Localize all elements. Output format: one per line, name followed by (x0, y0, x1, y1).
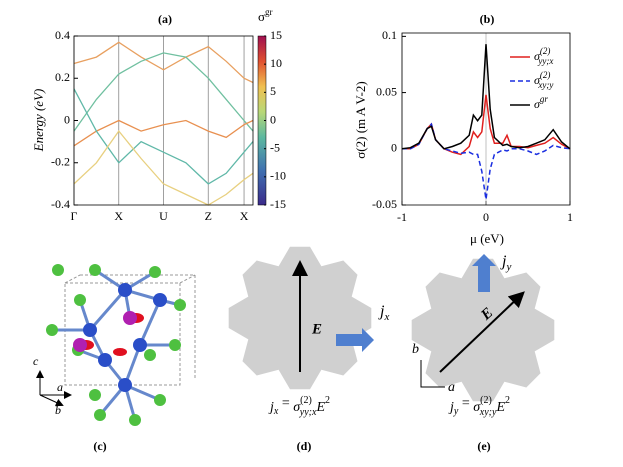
series-line (401, 44, 571, 150)
band-line (73, 130, 254, 206)
panel-label: (a) (158, 12, 172, 26)
colorbar-symbol: σ (258, 9, 265, 24)
equation-part: E (495, 400, 505, 415)
current-label: jx (378, 303, 389, 323)
axis-label: b (55, 403, 61, 417)
equation-part: j (448, 400, 454, 415)
y-tick-label: -0.4 (51, 197, 70, 211)
legend-label: σ(2) xy;y (534, 70, 553, 90)
equation-part: 2 (505, 395, 510, 406)
equation-part: yy;x (299, 407, 317, 418)
x-tick-label: 0 (483, 210, 489, 224)
equation-part: = (278, 396, 293, 411)
band-line (73, 119, 254, 147)
band-line (73, 41, 254, 84)
x-tick-label: 1 (567, 210, 573, 224)
axes-triad (36, 370, 72, 407)
legend-superscript: (2) (540, 46, 551, 56)
crystal-structure (46, 264, 196, 426)
legend-symbol: σ (534, 49, 541, 63)
equation-part: 2 (325, 395, 330, 406)
equation: jy = σ(2) xy;yE2 (448, 395, 510, 418)
y-tick-label: 0.1 (382, 28, 397, 42)
colorbar-superscript: gr (265, 7, 273, 17)
current-symbol: j (500, 253, 507, 270)
x-axis-label: μ (eV) (470, 231, 504, 246)
legend-superscript: gr (540, 94, 549, 104)
current-arrow (336, 328, 374, 352)
axis-label: a (57, 380, 63, 394)
colorbar-tick-label: 0 (270, 112, 276, 126)
equation-part: σ (293, 400, 301, 415)
colorbar-tick-label: 15 (270, 28, 282, 42)
colorbar-label: σgr (258, 7, 273, 24)
current-label: jy (500, 253, 511, 273)
x-tick-label: Z (205, 209, 212, 223)
y-tick-label: 0.2 (55, 70, 70, 84)
current-symbol: j (378, 303, 385, 320)
y-tick-label: 0.4 (55, 28, 70, 42)
equation-part: j (268, 400, 274, 415)
band-line (73, 52, 254, 132)
axis-label: c (33, 354, 39, 368)
equation-part: xy;y (479, 407, 497, 418)
panel-label: (e) (477, 439, 490, 453)
legend-label: σgr (534, 94, 548, 111)
equation-part: y (453, 406, 459, 417)
colorbar-tick-label: -15 (270, 197, 286, 211)
plot-frame (73, 35, 254, 206)
y-axis-label: σ(2) (m A V-2) (353, 81, 368, 158)
axis-label: a (448, 380, 455, 395)
equation-part: (2) (300, 395, 312, 406)
x-tick-label: Γ (71, 209, 78, 223)
legend-superscript: (2) (540, 70, 551, 80)
equation-part: (2) (480, 395, 492, 406)
equation-part: σ (473, 400, 481, 415)
y-tick-label: 0 (391, 141, 397, 155)
charts: (a)Energy (eV)Γ X U Z X0.40.20-0.2-0.4151050… (31, 7, 573, 246)
y-axis-label: Energy (eV) (31, 89, 46, 153)
y-tick-label: 0.05 (376, 84, 397, 98)
current-arrow (472, 254, 496, 292)
panel-label: (c) (93, 439, 106, 453)
colorbar-tick-label: 5 (270, 84, 276, 98)
field-arrow (439, 291, 525, 373)
equation-part: x (273, 406, 279, 417)
colorbar-tick-label: -10 (270, 169, 286, 183)
panel-label: (b) (480, 12, 495, 26)
legend-symbol: σ (534, 73, 541, 87)
field-label: E (311, 321, 322, 337)
axes-triad (420, 360, 445, 388)
x-tick-label: X (114, 209, 123, 223)
panel-label: (d) (297, 439, 312, 453)
y-tick-label: -0.05 (372, 197, 397, 211)
colorbar-tick-label: 10 (270, 56, 282, 70)
y-tick-label: 0 (64, 112, 70, 126)
legend-symbol: σ (534, 97, 541, 111)
equation: jx = σ(2) yy;xE2 (268, 395, 330, 418)
equation-part: E (315, 400, 325, 415)
current-subscript: x (383, 311, 389, 323)
plot-frame (401, 32, 571, 206)
y-tick-label: -0.2 (51, 155, 70, 169)
legend-subscript: yy;x (537, 56, 553, 66)
x-tick-label: U (159, 209, 168, 223)
legend-subscript: xy;y (537, 80, 553, 90)
equation-part: = (458, 396, 473, 411)
colorbar-tick-label: -5 (270, 140, 280, 154)
x-tick-label: X (240, 209, 249, 223)
axis-label: b (412, 342, 419, 357)
current-subscript: y (505, 261, 511, 273)
legend-label: σ(2) yy;x (534, 46, 553, 66)
x-tick-label: -1 (397, 210, 407, 224)
